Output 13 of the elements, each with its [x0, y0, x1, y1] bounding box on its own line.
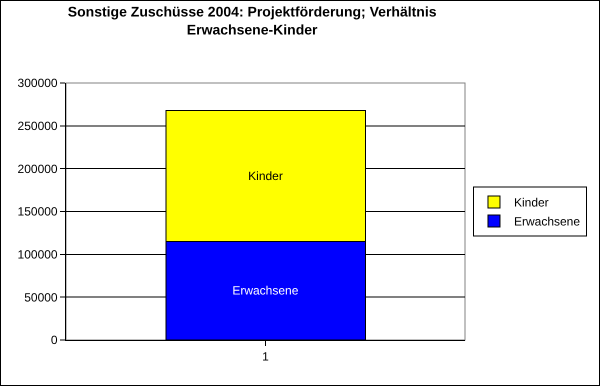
y-tick-label: 250000	[18, 119, 58, 134]
y-tick-label: 50000	[24, 290, 58, 304]
legend-label: Erwachsene	[514, 214, 580, 229]
text: Kinder	[248, 168, 283, 183]
y-tick-label: 0	[50, 333, 58, 348]
y-tick-label: 100000	[18, 248, 58, 262]
y-tick-label: 300000	[18, 76, 58, 90]
legend-label: Kinder	[514, 196, 549, 210]
chart-title: Sonstige Zuschüsse 2004: Projektförderung; Verhältnis Erwachsene-Kinder	[68, 3, 437, 38]
y-tick-label: 150000	[18, 204, 58, 219]
y-tick-label: 200000	[18, 162, 58, 176]
x-tick-label: 1	[262, 349, 270, 364]
text: Erwachsene	[232, 284, 298, 298]
